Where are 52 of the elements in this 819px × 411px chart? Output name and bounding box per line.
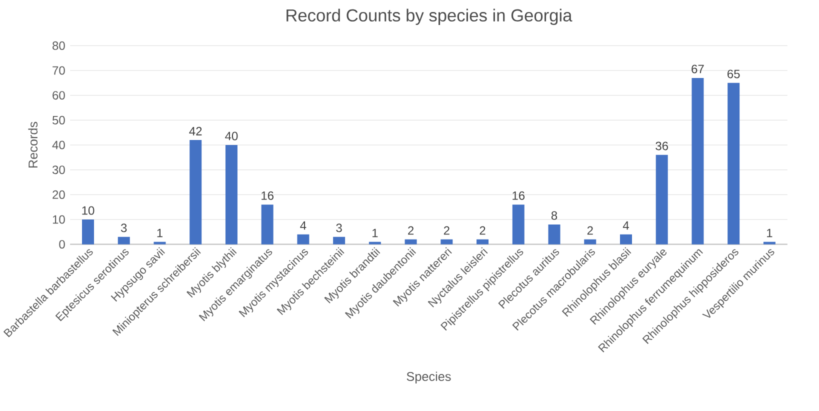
data-label: 1 [157,228,162,238]
data-label: 1 [372,228,378,238]
y-tick-label: 0 [59,240,65,249]
data-label: 36 [656,142,668,150]
y-tick-label: 60 [52,91,65,100]
x-axis-title: Species [406,372,451,384]
bar [584,239,596,244]
y-tick-label: 40 [52,140,65,150]
bar [692,78,704,244]
data-label: 2 [480,226,486,235]
data-label: 67 [692,64,704,74]
data-label: 3 [121,224,127,232]
bar [297,234,310,244]
data-label: 16 [262,191,274,200]
chart-title: Record Counts by species in Georgia [286,8,572,25]
bar [656,154,668,244]
bar [440,239,453,244]
bar [476,239,489,244]
y-tick-label: 30 [52,166,65,174]
data-label: 4 [300,221,306,230]
y-tick-label: 10 [52,215,65,224]
data-label: 65 [728,70,740,78]
bar [118,236,130,244]
data-label: 16 [512,191,525,200]
bar [333,236,346,244]
bar [728,82,740,244]
bar [763,242,776,244]
data-label: 10 [82,206,94,215]
data-label: 4 [622,221,629,230]
bar [548,224,560,244]
bar [620,234,632,244]
y-tick-label: 70 [52,66,65,75]
bar [512,204,524,244]
data-label: 2 [587,226,593,235]
data-label: 2 [444,226,450,235]
data-label: 2 [408,226,414,235]
data-label: 3 [336,224,342,232]
bar [154,242,166,244]
bar [190,140,202,244]
bar [225,144,238,244]
y-axis-title: Records [28,122,38,168]
y-tick-label: 50 [52,116,65,124]
data-label: 40 [225,132,238,140]
data-label: 8 [551,211,558,220]
bar [261,204,274,244]
bar [82,219,94,244]
data-label: 42 [189,126,202,136]
data-label: 1 [767,228,772,238]
bar [368,242,381,244]
bar [404,239,417,244]
y-tick-label: 20 [52,190,65,199]
y-tick-label: 80 [52,41,65,50]
